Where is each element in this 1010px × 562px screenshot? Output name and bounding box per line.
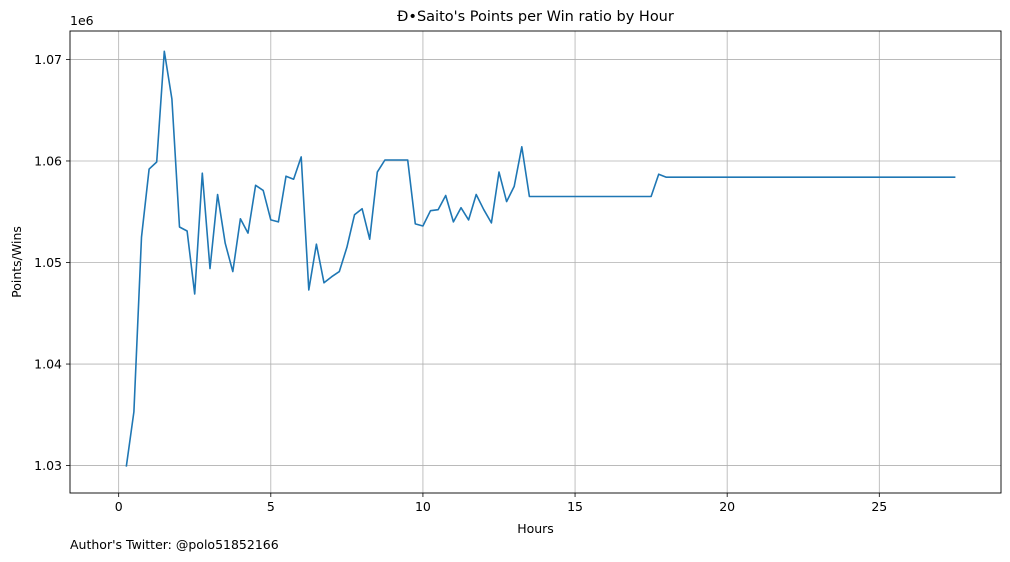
y-tick-label: 1.07 xyxy=(34,52,62,67)
x-axis-label: Hours xyxy=(517,521,554,536)
ticks: 0 5 10 15 20 25 1.03 1.04 1.05 1.06 1.07 xyxy=(34,52,887,514)
series-line xyxy=(125,50,956,467)
series-layer xyxy=(125,50,956,467)
chart-title: Đ•Saito's Points per Win ratio by Hour xyxy=(397,9,674,25)
y-tick-label: 1.03 xyxy=(34,458,62,473)
y-axis-offset-label: 1e6 xyxy=(70,13,94,28)
grid xyxy=(70,31,1001,493)
y-tick-label: 1.06 xyxy=(34,153,62,168)
x-tick-label: 15 xyxy=(567,499,583,514)
x-tick-label: 20 xyxy=(719,499,735,514)
y-tick-label: 1.04 xyxy=(34,357,62,372)
x-tick-label: 0 xyxy=(115,499,123,514)
author-credit: Author's Twitter: @polo51852166 xyxy=(70,537,279,552)
x-tick-label: 10 xyxy=(415,499,431,514)
x-tick-label: 5 xyxy=(267,499,275,514)
plot-frame xyxy=(69,30,1002,494)
y-tick-label: 1.05 xyxy=(34,255,62,270)
x-tick-label: 25 xyxy=(871,499,887,514)
y-axis-label: Points/Wins xyxy=(9,226,24,298)
